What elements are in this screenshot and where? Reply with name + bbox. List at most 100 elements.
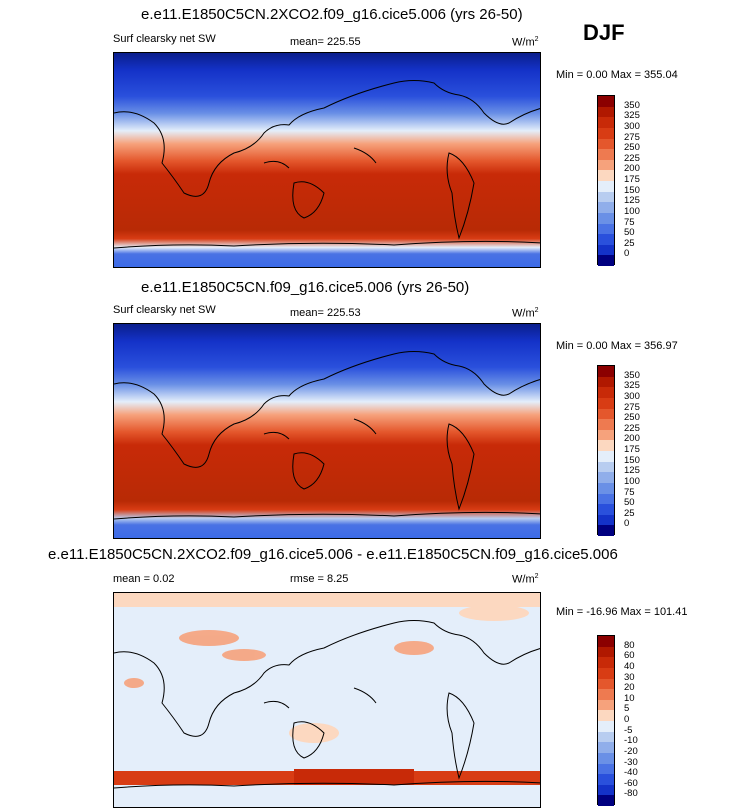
colorbar-swatch <box>598 504 614 515</box>
colorbar-label: 200 <box>624 433 640 445</box>
colorbar-swatch <box>598 429 614 441</box>
panel2-units: W/m2 <box>512 307 539 320</box>
colorbar-swatch <box>598 244 614 256</box>
colorbar-swatch <box>598 181 614 192</box>
colorbar-label: 25 <box>624 237 635 249</box>
panel3-colorbar <box>597 635 615 806</box>
colorbar-swatch <box>598 117 614 128</box>
colorbar-label: 0 <box>624 248 630 260</box>
colorbar-label: 300 <box>624 120 640 132</box>
colorbar-swatch <box>598 419 614 430</box>
colorbar-swatch <box>598 636 614 647</box>
colorbar-label: 200 <box>624 163 640 175</box>
colorbar-label: 300 <box>624 390 640 402</box>
panel1-variable-label: Surf clearsky net SW <box>113 33 216 45</box>
colorbar-label: 325 <box>624 380 640 392</box>
colorbar-label: -80 <box>624 788 638 800</box>
colorbar-swatch <box>598 106 614 118</box>
colorbar-label: 275 <box>624 131 640 143</box>
colorbar-label: 275 <box>624 401 640 413</box>
colorbar-label: 50 <box>624 497 635 509</box>
panel3-units: W/m2 <box>512 573 539 586</box>
panel1-mean: mean= 225.55 <box>290 36 361 48</box>
colorbar-swatch <box>598 366 614 377</box>
colorbar-label: 350 <box>624 99 640 111</box>
colorbar-label: 150 <box>624 184 640 196</box>
colorbar-swatch <box>598 170 614 181</box>
panel1-coastlines-icon <box>114 80 540 249</box>
colorbar-swatch <box>598 387 614 398</box>
colorbar-swatch <box>598 451 614 462</box>
colorbar-swatch <box>598 784 614 796</box>
colorbar-swatch <box>598 710 614 721</box>
colorbar-swatch <box>598 472 614 483</box>
colorbar-swatch <box>598 191 614 203</box>
colorbar-label: 0 <box>624 714 630 725</box>
colorbar-swatch <box>598 525 614 536</box>
colorbar-swatch <box>598 795 614 806</box>
colorbar-label: 75 <box>624 216 635 228</box>
panel3-minmax: Min = -16.96 Max = 101.41 <box>556 606 688 618</box>
colorbar-swatch <box>598 397 614 409</box>
panel2-colorbar <box>597 365 615 536</box>
colorbar-label: -5 <box>624 724 633 736</box>
colorbar-swatch <box>598 440 614 451</box>
panel2-variable-label: Surf clearsky net SW <box>113 304 216 316</box>
colorbar-label: 5 <box>624 703 630 715</box>
panel1-colorbar <box>597 95 615 266</box>
colorbar-swatch <box>598 731 614 743</box>
colorbar-label: -60 <box>624 777 638 789</box>
colorbar-swatch <box>598 774 614 785</box>
colorbar-label: -20 <box>624 745 638 757</box>
colorbar-swatch <box>598 255 614 266</box>
colorbar-label: 225 <box>624 422 640 434</box>
colorbar-swatch <box>598 159 614 171</box>
panel2-title: e.e11.E1850C5CN.f09_g16.cice5.006 (yrs 2… <box>141 279 470 296</box>
colorbar-swatch <box>598 202 614 213</box>
colorbar-label: 25 <box>624 507 635 519</box>
colorbar-swatch <box>598 667 614 679</box>
colorbar-label: 175 <box>624 174 640 185</box>
colorbar-label: 80 <box>624 639 635 651</box>
panel3-coastlines-icon <box>114 620 540 789</box>
colorbar-label: 0 <box>624 518 630 530</box>
colorbar-swatch <box>598 514 614 526</box>
colorbar-swatch <box>598 699 614 711</box>
colorbar-swatch <box>598 408 614 420</box>
panel1-map <box>113 52 541 268</box>
colorbar-label: 75 <box>624 486 635 498</box>
colorbar-swatch <box>598 461 614 473</box>
colorbar-label: 150 <box>624 454 640 466</box>
panel3-rmse: rmse = 8.25 <box>290 573 349 585</box>
colorbar-label: 50 <box>624 227 635 239</box>
colorbar-swatch <box>598 678 614 690</box>
colorbar-swatch <box>598 96 614 107</box>
panel3-title: e.e11.E1850C5CN.2XCO2.f09_g16.cice5.006 … <box>48 546 618 563</box>
colorbar-label: 10 <box>624 692 635 704</box>
season-label: DJF <box>583 20 625 45</box>
colorbar-label: 125 <box>624 195 640 207</box>
colorbar-swatch <box>598 689 614 700</box>
colorbar-swatch <box>598 646 614 658</box>
colorbar-swatch <box>598 212 614 224</box>
colorbar-swatch <box>598 742 614 753</box>
colorbar-label: 325 <box>624 110 640 122</box>
colorbar-swatch <box>598 138 614 150</box>
panel1-title: e.e11.E1850C5CN.2XCO2.f09_g16.cice5.006 … <box>141 6 523 23</box>
colorbar-label: 125 <box>624 465 640 477</box>
colorbar-swatch <box>598 763 614 775</box>
panel3-map <box>113 592 541 808</box>
colorbar-label: 60 <box>624 650 635 662</box>
panel1-units: W/m2 <box>512 36 539 49</box>
colorbar-swatch <box>598 721 614 732</box>
colorbar-swatch <box>598 493 614 505</box>
colorbar-label: 100 <box>624 205 640 217</box>
colorbar-label: 225 <box>624 152 640 164</box>
panel3-mean: mean = 0.02 <box>113 573 175 585</box>
colorbar-swatch <box>598 752 614 764</box>
colorbar-label: 30 <box>624 671 635 683</box>
colorbar-swatch <box>598 149 614 160</box>
colorbar-swatch <box>598 234 614 245</box>
colorbar-label: -30 <box>624 756 638 768</box>
colorbar-label: -40 <box>624 767 638 779</box>
